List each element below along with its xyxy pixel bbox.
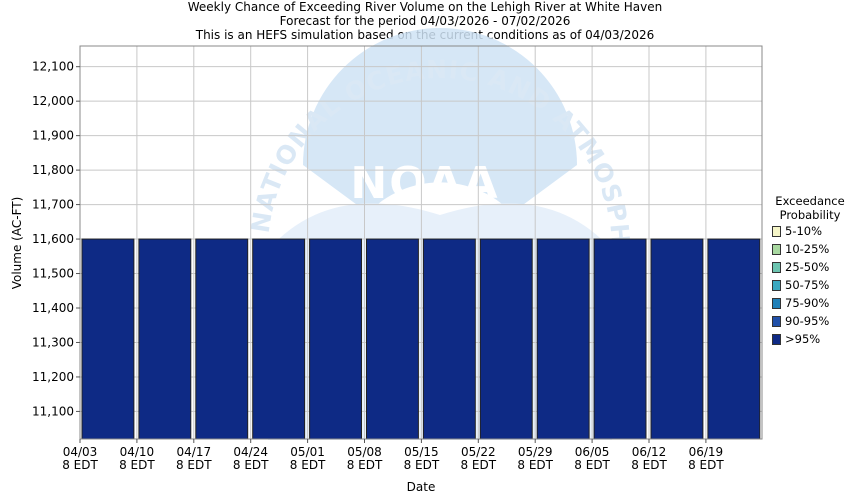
x-tick-label-time: 8 EDT [290, 458, 326, 472]
x-tick-label-date: 05/01 [290, 445, 325, 459]
chart-title-block: Weekly Chance of Exceeding River Volume … [0, 0, 850, 42]
y-tick-label: 11,600 [32, 232, 74, 246]
y-tick-label: 11,800 [32, 163, 74, 177]
legend-item: 75-90% [770, 294, 850, 312]
bar [366, 238, 419, 440]
legend-item: 5-10% [770, 222, 850, 240]
chart-subtitle: Forecast for the period 04/03/2026 - 07/… [279, 14, 571, 28]
legend-item: 50-75% [770, 276, 850, 294]
x-tick-label-time: 8 EDT [460, 458, 496, 472]
x-tick-label-date: 04/24 [233, 445, 268, 459]
bar [422, 238, 476, 440]
x-axis-label: Date [407, 480, 436, 494]
x-tick-label-date: 05/22 [461, 445, 496, 459]
legend-label: 5-10% [785, 224, 823, 238]
y-axis-label: Volume (AC-FT) [10, 197, 24, 290]
x-tick-label-date: 05/29 [518, 445, 553, 459]
legend-swatch [772, 297, 781, 309]
y-tick-label: 11,500 [32, 267, 74, 281]
legend-item: 10-25% [770, 240, 850, 258]
x-tick-label-time: 8 EDT [347, 458, 383, 472]
legend-swatch [772, 243, 781, 255]
x-tick-label-date: 06/12 [632, 445, 667, 459]
bar [252, 238, 306, 440]
noaa-watermark-logo-text: NOAA [350, 158, 499, 209]
noaa-logo-upper-shape [303, 28, 577, 213]
x-tick-label-date: 06/19 [689, 445, 724, 459]
chart-title: Weekly Chance of Exceeding River Volume … [187, 0, 663, 14]
legend-item: >95% [770, 330, 850, 348]
y-tick-label: 11,900 [32, 129, 74, 143]
bar [650, 238, 704, 440]
legend-swatch [772, 261, 781, 273]
bar [138, 238, 192, 440]
legend-swatch [772, 225, 781, 237]
y-tick-label: 12,000 [32, 94, 74, 108]
bar [479, 238, 533, 440]
x-tick-label-time: 8 EDT [176, 458, 212, 472]
x-tick-label-date: 04/10 [120, 445, 155, 459]
y-tick-label: 11,100 [32, 404, 74, 418]
chart-grid [80, 46, 762, 439]
y-tick-label: 11,300 [32, 335, 74, 349]
bar [707, 238, 761, 440]
legend-item: 25-50% [770, 258, 850, 276]
bar [195, 238, 249, 440]
bar [593, 238, 647, 440]
legend-title-line1: Exceedance [775, 194, 845, 208]
x-tick-label-time: 8 EDT [688, 458, 724, 472]
x-tick-label-date: 05/08 [347, 445, 382, 459]
bar [309, 238, 363, 440]
x-tick-label-time: 8 EDT [119, 458, 155, 472]
y-tick-label: 11,200 [32, 370, 74, 384]
y-tick-label: 11,700 [32, 198, 74, 212]
x-tick-label-date: 04/03 [63, 445, 98, 459]
chart-bars [81, 238, 761, 440]
legend-label: 25-50% [785, 260, 830, 274]
legend-label: 10-25% [785, 242, 830, 256]
legend-label: 90-95% [785, 314, 830, 328]
bar [81, 238, 135, 440]
x-tick-label-date: 04/17 [177, 445, 212, 459]
legend-swatch [772, 333, 781, 345]
legend-title-line2: Probability [779, 208, 841, 222]
x-tick-label-date: 06/05 [575, 445, 610, 459]
legend-label: >95% [785, 332, 821, 346]
x-tick-label-time: 8 EDT [631, 458, 667, 472]
legend-swatch [772, 279, 781, 291]
x-tick-label-time: 8 EDT [404, 458, 440, 472]
legend-label: 50-75% [785, 278, 830, 292]
x-tick-label-time: 8 EDT [574, 458, 610, 472]
x-tick-label-time: 8 EDT [233, 458, 269, 472]
x-tick-label-time: 8 EDT [517, 458, 553, 472]
legend: Exceedance Probability 5-10% 10-25% 25-50%… [770, 194, 850, 348]
y-axis: 11,100 11,200 11,300 11,400 11,500 11,600 11,7… [32, 60, 80, 418]
legend-item: 90-95% [770, 312, 850, 330]
x-tick-label-time: 8 EDT [62, 458, 98, 472]
legend-label: 75-90% [785, 296, 830, 310]
bar [536, 238, 590, 440]
legend-swatch [772, 315, 781, 327]
x-tick-label-date: 05/15 [404, 445, 439, 459]
y-tick-label: 12,100 [32, 60, 74, 74]
legend-items: 5-10% 10-25% 25-50% 50-75% 75-90% 90-95% >95% [770, 222, 850, 348]
y-tick-label: 11,400 [32, 301, 74, 315]
